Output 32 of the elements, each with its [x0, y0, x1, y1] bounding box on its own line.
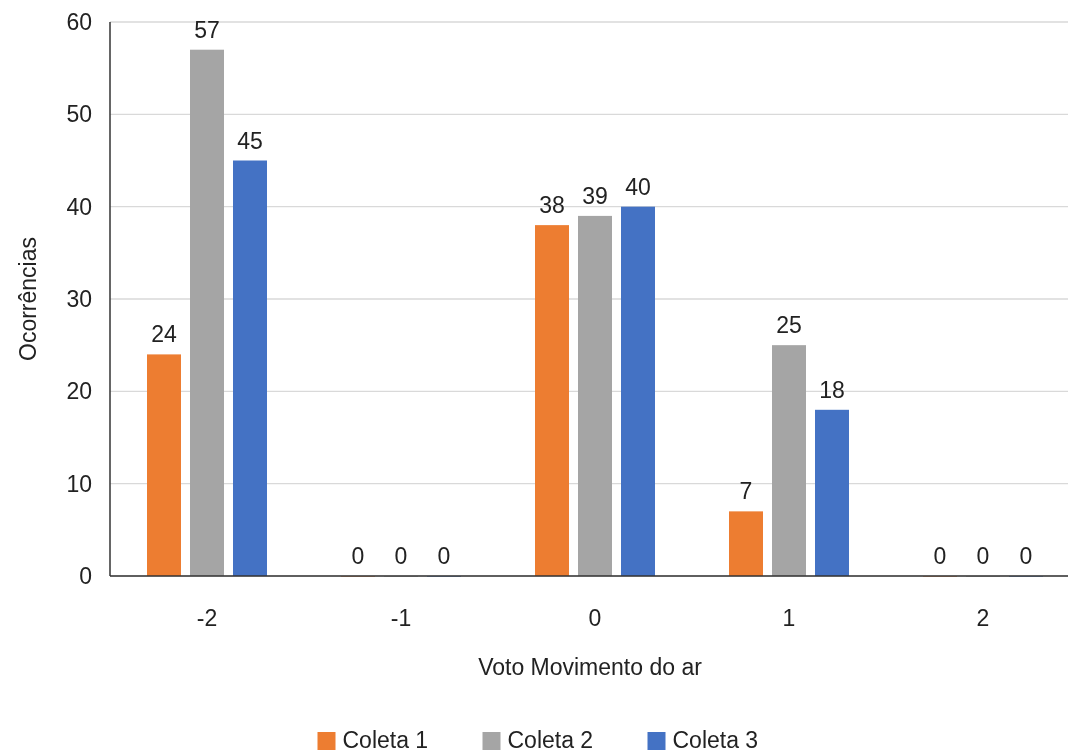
- x-tick-label: -2: [196, 605, 218, 631]
- y-tick-label: 0: [79, 563, 92, 590]
- data-label: 0: [437, 543, 451, 569]
- data-label: 24: [151, 321, 177, 348]
- data-label: 0: [976, 543, 990, 569]
- data-label: 40: [625, 173, 651, 200]
- data-label: 0: [933, 543, 947, 569]
- y-tick-label: 30: [66, 286, 92, 313]
- y-axis-title: Ocorrências: [15, 237, 41, 361]
- x-tick-label: -1: [390, 605, 412, 631]
- y-tick-label: 60: [66, 9, 92, 36]
- data-label: 7: [739, 478, 753, 505]
- data-label: 57: [194, 16, 220, 43]
- y-tick-label: 50: [66, 101, 92, 128]
- x-axis-title: Voto Movimento do ar: [478, 654, 703, 680]
- data-label: 45: [237, 127, 263, 154]
- data-label: 0: [1019, 543, 1033, 569]
- y-tick-label: 40: [66, 193, 92, 220]
- x-tick-label: 2: [976, 605, 990, 631]
- y-tick-label: 10: [66, 470, 92, 497]
- data-label: 39: [582, 182, 608, 209]
- x-tick-label: 0: [588, 605, 602, 631]
- data-label: 38: [539, 192, 565, 219]
- y-tick-label: 20: [66, 378, 92, 405]
- data-label: 0: [351, 543, 365, 569]
- data-label: 0: [394, 543, 408, 569]
- data-label: 25: [776, 312, 802, 339]
- legend-label: Coleta 3: [672, 727, 759, 753]
- legend-label: Coleta 2: [507, 727, 594, 753]
- x-tick-label: 1: [782, 605, 796, 631]
- legend-label: Coleta 1: [342, 727, 429, 753]
- data-label: 18: [819, 376, 845, 403]
